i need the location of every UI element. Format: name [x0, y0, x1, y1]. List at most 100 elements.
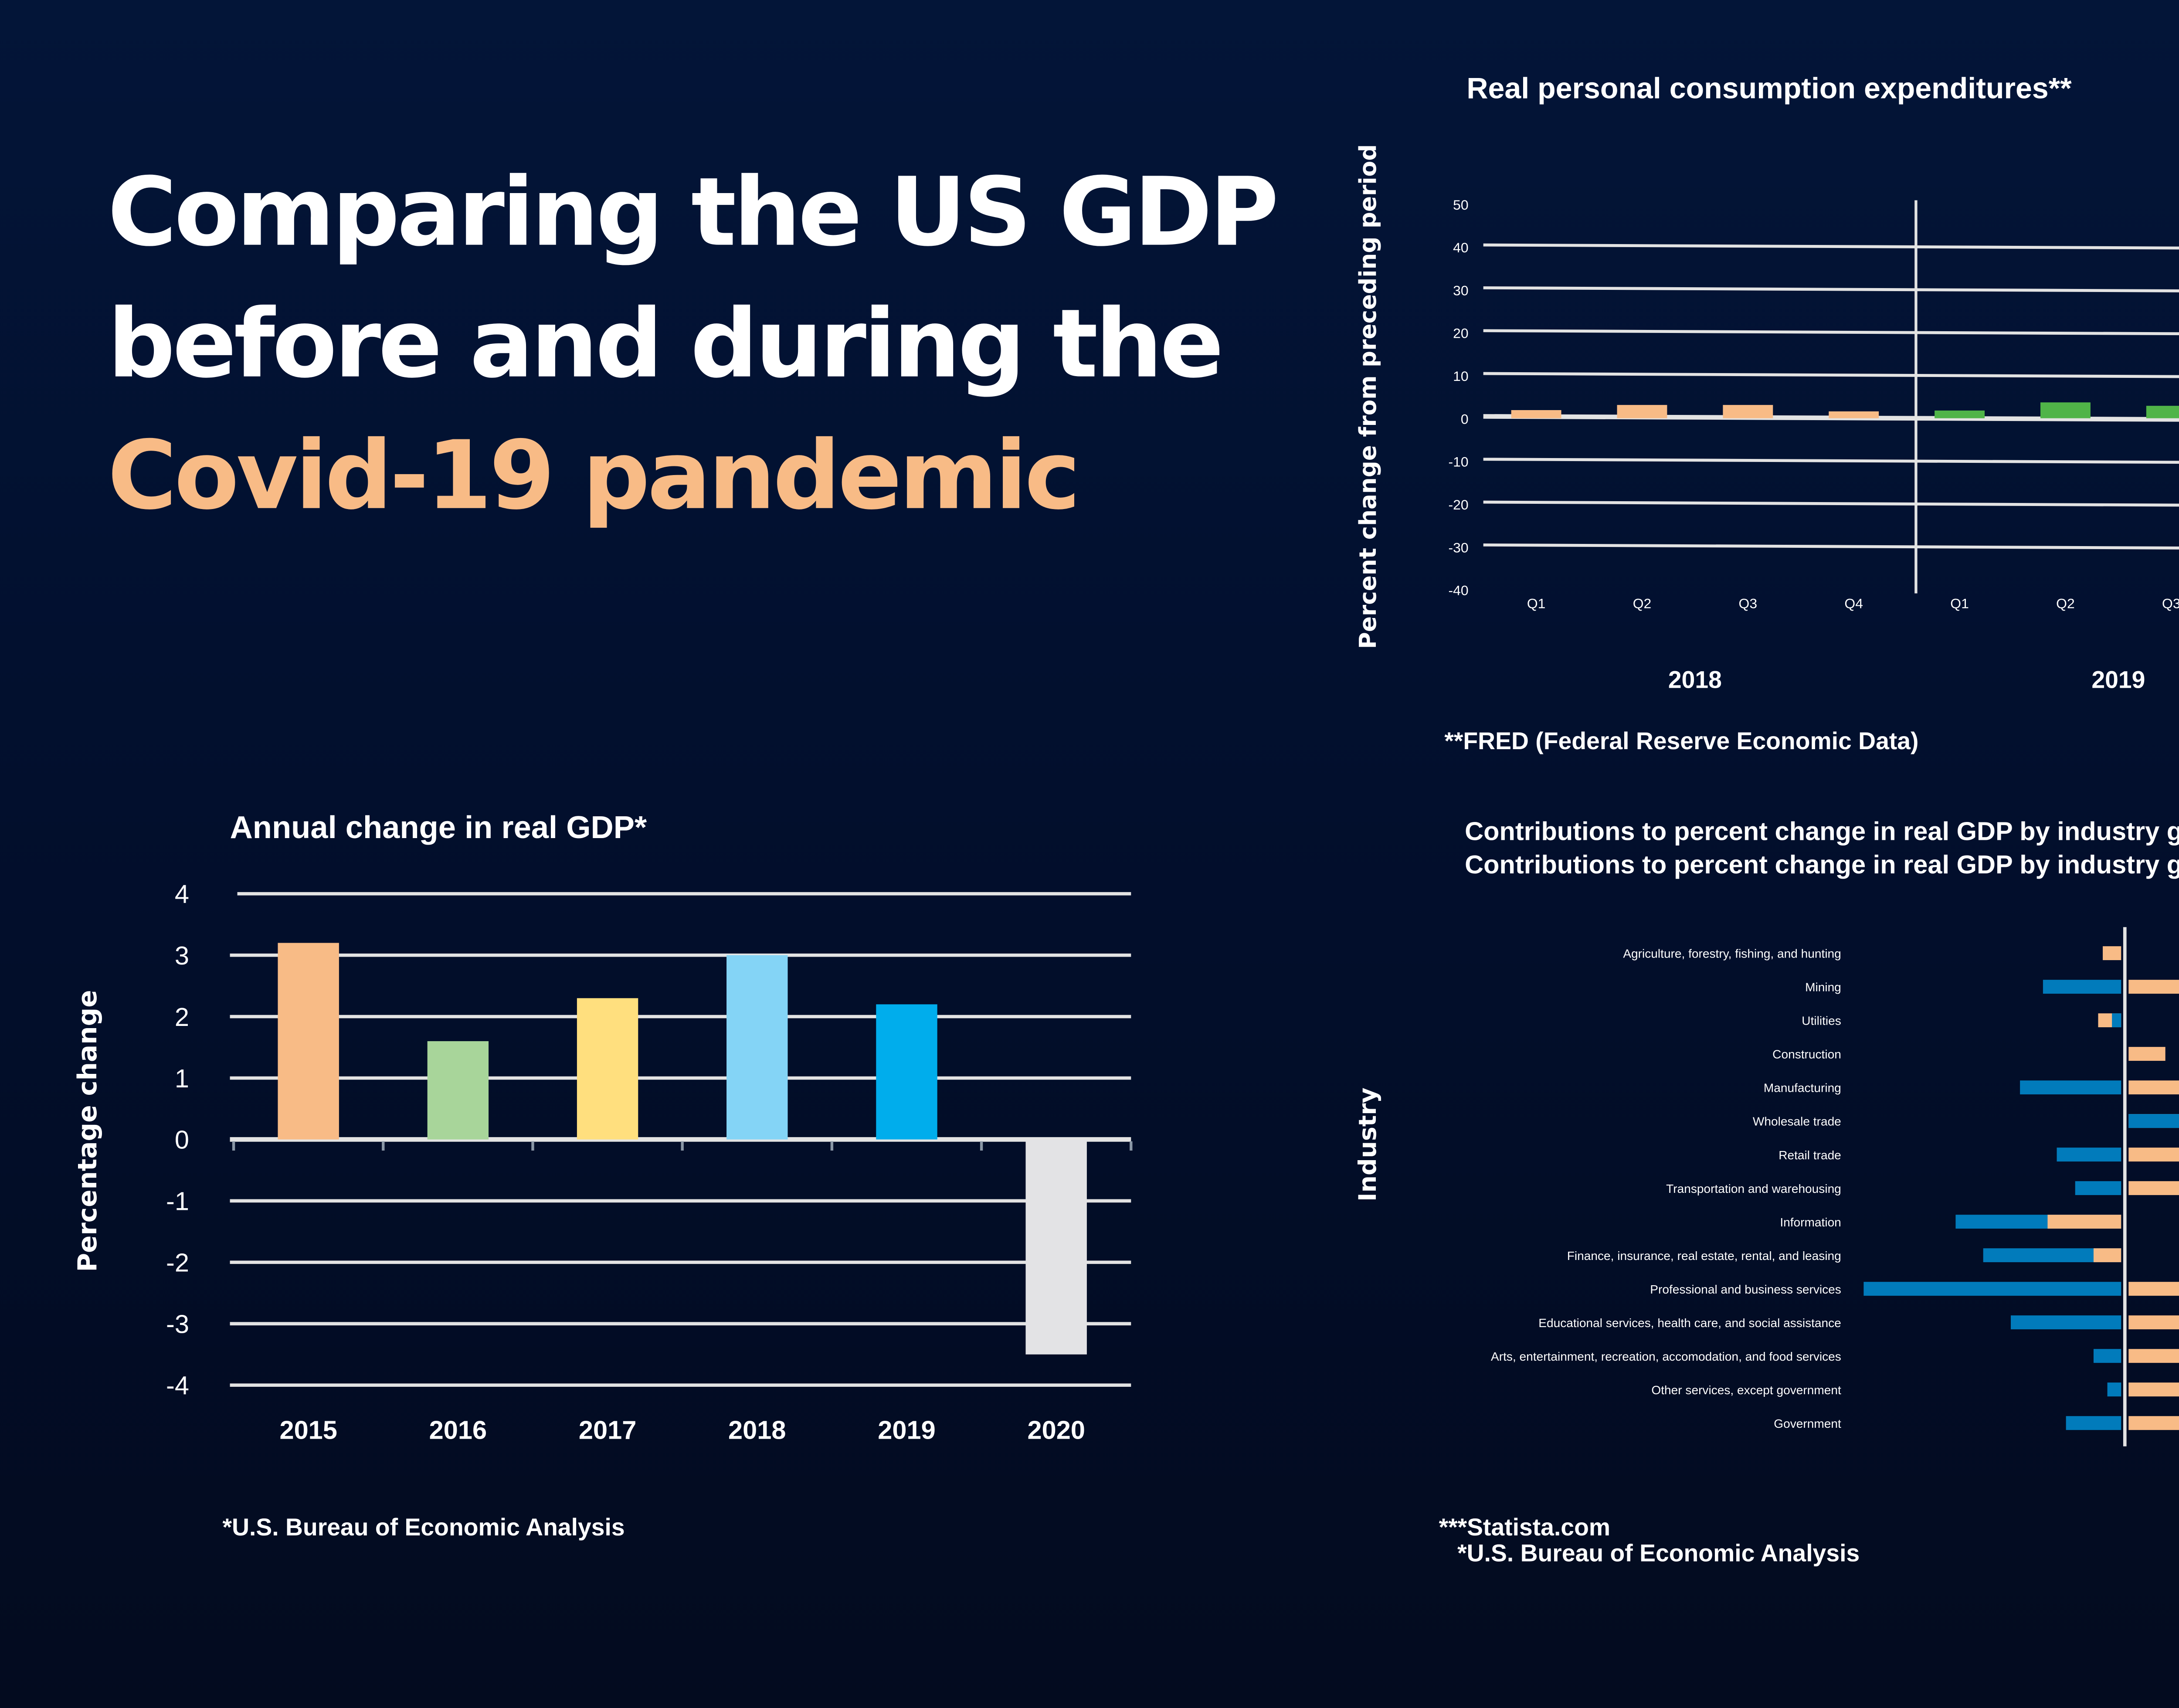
gdp-y-tick-label: 1	[175, 1064, 189, 1093]
industry-category-label: Construction	[1772, 1048, 1841, 1061]
pce-chart-title: Real personal consumption expenditures**	[1466, 74, 2072, 106]
gdp-x-tick-label: 2019	[878, 1416, 935, 1445]
industry-category-label: Transportation and warehousing	[1666, 1182, 1841, 1195]
industry-category-label: Government	[1774, 1417, 1841, 1430]
pce-gridline	[1483, 372, 2179, 378]
gdp-y-tick-label: -4	[166, 1371, 189, 1400]
industry-bar-2019	[2057, 1148, 2121, 1162]
industry-bar-2020	[2128, 1282, 2179, 1296]
pce-bar	[1511, 410, 1561, 418]
pce-bar	[1723, 405, 1773, 418]
industry-chart: Agriculture, forestry, fishing, and hunt…	[1491, 927, 2179, 1447]
industry-category-label: Retail trade	[1778, 1148, 1841, 1162]
headline-line-1: Comparing the US GDP	[107, 159, 1279, 269]
industry-category-label: Professional and business services	[1650, 1283, 1841, 1296]
pce-x-tick-label: Q1	[1950, 596, 1969, 611]
industry-chart-title-2020: Contributions to percent change in real …	[1465, 849, 2179, 879]
industry-category-label: Finance, insurance, real estate, rental,…	[1567, 1249, 1841, 1263]
industry-bar-2020	[2128, 1349, 2179, 1363]
gdp-y-tick-label: 2	[175, 1002, 189, 1032]
gdp-bar	[1025, 1139, 1087, 1355]
gdp-x-tick-label: 2015	[279, 1416, 337, 1445]
pce-x-tick-label: Q2	[2056, 596, 2075, 611]
pce-chart: 50403020100-10-20-30-40Q1Q2Q3Q4Q1Q2Q3Q4Q…	[1449, 197, 2179, 693]
industry-bar-2020	[2128, 1148, 2179, 1162]
industry-bar-2019	[2128, 1114, 2179, 1128]
gdp-bar	[278, 943, 339, 1140]
industry-footnote-bea: *U.S. Bureau of Economic Analysis	[1457, 1539, 1860, 1567]
pce-y-tick-label: -20	[1449, 497, 1469, 513]
pce-gridline	[1483, 243, 2179, 250]
gdp-footnote: *U.S. Bureau of Economic Analysis	[222, 1513, 625, 1541]
pce-y-tick-label: 20	[1453, 326, 1468, 341]
pce-bar	[1829, 411, 1879, 418]
pce-bar	[2146, 406, 2179, 418]
industry-category-label: Manufacturing	[1764, 1081, 1841, 1095]
pce-y-tick-label: -30	[1449, 540, 1469, 555]
pce-group-label: 2018	[1668, 666, 1722, 693]
gdp-x-tick-label: 2016	[429, 1416, 487, 1445]
industry-category-label: Educational services, health care, and s…	[1538, 1316, 1841, 1330]
pce-group-label: 2019	[2091, 666, 2145, 693]
gdp-bar	[577, 998, 638, 1140]
gdp-bar	[726, 955, 788, 1140]
industry-bar-2020	[2093, 1248, 2121, 1263]
pce-x-tick-label: Q3	[1739, 596, 1758, 611]
pce-y-tick-label: 0	[1461, 411, 1469, 427]
industry-category-label: Mining	[1805, 981, 1841, 994]
industry-bar-2020	[2103, 946, 2121, 961]
gdp-y-tick-label: -3	[166, 1310, 189, 1339]
pce-y-tick-label: 30	[1453, 282, 1468, 298]
pce-gridline	[1483, 543, 2179, 550]
gdp-chart: 4 3 2 1 0 -1 -2 -3 -4 2015 2016 2017 2018 2019 2020	[166, 879, 1133, 1445]
industry-bar-2020	[2128, 1181, 2179, 1195]
gdp-y-tick-label: 4	[175, 879, 189, 909]
industry-category-label: Utilities	[1802, 1014, 1841, 1028]
pce-x-tick-label: Q1	[1527, 596, 1546, 611]
pce-gridline	[1483, 414, 2179, 422]
pce-x-tick-label: Q4	[1844, 596, 1863, 611]
gdp-y-tick-label: -2	[166, 1248, 189, 1277]
gdp-x-tick-label: 2020	[1027, 1416, 1085, 1445]
pce-y-tick-label: 50	[1453, 197, 1468, 213]
pce-gridline	[1483, 286, 2179, 292]
gdp-x-tick-label: 2018	[728, 1416, 786, 1445]
pce-y-tick-label: 40	[1453, 240, 1468, 255]
gdp-y-tick-label: 3	[175, 941, 189, 970]
industry-category-label: Arts, entertainment, recreation, accomod…	[1491, 1350, 1841, 1363]
pce-y-tick-label: -10	[1449, 454, 1469, 470]
headline: Comparing the US GDP before and during t…	[107, 148, 1279, 543]
industry-bar-2020	[2128, 1315, 2179, 1330]
headline-line-3: Covid-19 pandemic	[107, 423, 1081, 533]
industry-chart-title-2019: Contributions to percent change in real …	[1465, 816, 2179, 846]
industry-bar-2019	[2011, 1315, 2121, 1330]
gdp-y-tick-label: 0	[175, 1125, 189, 1155]
industry-category-label: Wholesale trade	[1753, 1115, 1841, 1128]
industry-bar-2020	[2047, 1215, 2121, 1229]
industry-category-label: Information	[1780, 1216, 1841, 1229]
pce-x-tick-label: Q3	[2162, 596, 2179, 611]
industry-bar-2020	[2128, 1382, 2179, 1397]
pce-bar	[1935, 410, 1985, 418]
industry-bar-2020	[2128, 1416, 2179, 1430]
industry-y-axis-label: Industry	[1355, 1087, 1383, 1202]
industry-category-label: Agriculture, forestry, fishing, and hunt…	[1623, 947, 1841, 961]
industry-bar-2020	[2128, 1080, 2179, 1095]
industry-bar-2020	[2128, 1047, 2165, 1061]
headline-line-2: before and during the	[107, 291, 1224, 401]
industry-bar-2019	[2093, 1349, 2121, 1363]
gdp-bar	[427, 1041, 489, 1140]
industry-bar-2019	[2020, 1080, 2121, 1095]
pce-bar	[2040, 402, 2091, 418]
industry-bar-2019	[2107, 1382, 2121, 1397]
gdp-y-axis-label: Percentage change	[74, 990, 104, 1272]
industry-category-label: Other services, except government	[1651, 1383, 1841, 1397]
pce-gridline	[1483, 500, 2179, 507]
gdp-chart-title: Annual change in real GDP*	[230, 810, 647, 846]
gdp-bar	[876, 1004, 937, 1140]
industry-bar-2019	[2075, 1181, 2121, 1195]
gdp-x-tick-label: 2017	[579, 1416, 636, 1445]
industry-footnote-statista: ***Statista.com	[1439, 1513, 1611, 1541]
pce-gridline	[1483, 458, 2179, 464]
